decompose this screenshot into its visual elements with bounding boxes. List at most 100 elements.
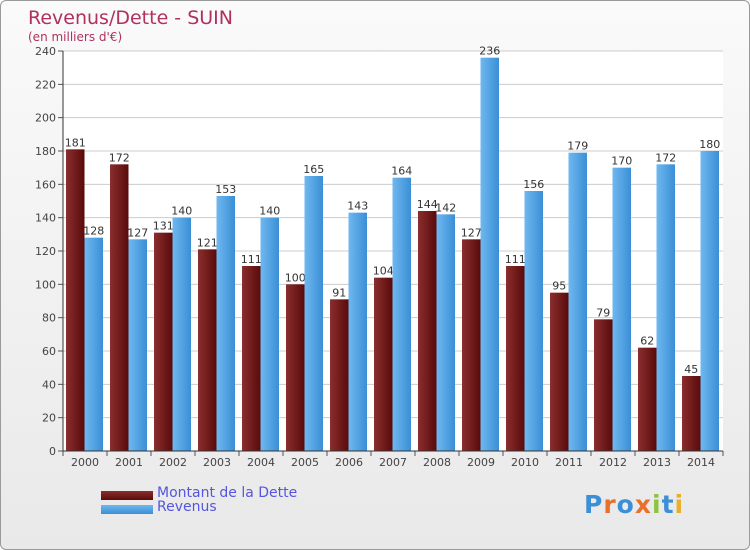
- bar-revenue-label: 127: [127, 226, 148, 239]
- x-tick-label: 2010: [511, 456, 539, 469]
- bar-debt: [638, 347, 657, 451]
- x-tick-label: 2004: [247, 456, 275, 469]
- bar-revenue-label: 179: [567, 140, 588, 153]
- bar-revenue: [656, 164, 675, 452]
- x-tick-label: 2000: [71, 456, 99, 469]
- bar-debt-label: 121: [197, 236, 218, 249]
- bar-debt-label: 95: [552, 280, 566, 293]
- bar-revenue: [392, 177, 411, 451]
- bar-debt-label: 91: [332, 286, 346, 299]
- bar-debt: [682, 376, 701, 451]
- bar-revenue: [700, 151, 719, 451]
- y-tick-label: 100: [35, 278, 56, 291]
- bar-debt-label: 45: [684, 363, 698, 376]
- chart-subtitle: (en milliers d'€): [28, 30, 123, 44]
- y-tick-label: 220: [35, 78, 56, 91]
- bar-revenue: [524, 191, 543, 451]
- x-tick-label: 2009: [467, 456, 495, 469]
- bar-debt: [154, 232, 173, 451]
- chart-title: Revenus/Dette - SUIN: [28, 7, 233, 29]
- y-tick-label: 240: [35, 45, 56, 58]
- bar-debt-label: 62: [640, 335, 654, 348]
- bar-revenue-label: 172: [655, 151, 676, 164]
- bar-debt-label: 172: [109, 151, 130, 164]
- bar-revenue-label: 142: [435, 201, 456, 214]
- y-tick-label: 180: [35, 145, 56, 158]
- x-tick-label: 2013: [643, 456, 671, 469]
- bar-debt-label: 144: [417, 198, 438, 211]
- bar-debt-label: 100: [285, 271, 306, 284]
- bar-revenue-label: 164: [391, 165, 412, 178]
- x-tick-label: 2001: [115, 456, 143, 469]
- bar-debt: [374, 277, 393, 451]
- bar-debt: [198, 249, 217, 451]
- bar-revenue: [480, 57, 499, 452]
- bar-revenue: [568, 152, 587, 451]
- bar-debt: [66, 149, 85, 452]
- legend-label-revenue: Revenus: [157, 499, 217, 515]
- bar-revenue: [172, 217, 191, 451]
- bar-debt-label: 131: [153, 220, 174, 233]
- bar-revenue: [612, 167, 631, 451]
- bar-revenue: [260, 217, 279, 451]
- x-tick-label: 2006: [335, 456, 363, 469]
- bar-debt: [506, 266, 525, 451]
- bar-debt: [462, 239, 481, 451]
- x-tick-label: 2005: [291, 456, 319, 469]
- bar-debt: [286, 284, 305, 451]
- bar-revenue-label: 180: [699, 138, 720, 151]
- bar-debt: [110, 164, 129, 452]
- y-tick-label: 120: [35, 245, 56, 258]
- bar-revenue-label: 170: [611, 155, 632, 168]
- y-tick-label: 200: [35, 112, 56, 125]
- proxiti-logo: Proxiti: [584, 490, 684, 519]
- x-tick-label: 2008: [423, 456, 451, 469]
- logo-letter: i: [674, 490, 685, 519]
- legend-label-debt: Montant de la Dette: [157, 485, 298, 501]
- y-tick-label: 60: [42, 345, 56, 358]
- legend-swatch-revenue: [101, 505, 153, 514]
- bar-debt-label: 104: [373, 265, 394, 278]
- axes: 0 20 40 60 80 100 120 140 160 180 200 220 240 2000 200…: [35, 45, 724, 469]
- y-tick-label: 80: [42, 312, 56, 325]
- bar-revenue: [304, 176, 323, 451]
- y-tick-label: 40: [42, 378, 56, 391]
- logo-letter: o: [616, 490, 635, 519]
- x-tick-label: 2011: [555, 456, 583, 469]
- x-tick-label: 2007: [379, 456, 407, 469]
- bar-revenue: [436, 214, 455, 451]
- x-tick-label: 2002: [159, 456, 187, 469]
- bar-debt-label: 181: [65, 136, 86, 149]
- bar-revenue-label: 156: [523, 178, 544, 191]
- logo-letter: i: [652, 490, 662, 519]
- bar-revenue: [128, 239, 147, 451]
- x-tick-label: 2003: [203, 456, 231, 469]
- bar-revenue-label: 140: [171, 205, 192, 218]
- bars: 181 128 172 127 131 140 121 153 111 140 100 165 91 14…: [65, 45, 720, 452]
- bar-revenue-label: 140: [259, 205, 280, 218]
- bar-debt-label: 111: [241, 253, 262, 266]
- bar-debt-label: 79: [596, 306, 610, 319]
- logo-letter: x: [634, 490, 652, 519]
- bar-debt: [418, 211, 437, 451]
- bar-revenue-label: 143: [347, 200, 368, 213]
- bar-debt: [242, 266, 261, 451]
- logo-letter: t: [661, 490, 675, 519]
- bar-revenue-label: 165: [303, 163, 324, 176]
- bar-revenue-label: 153: [215, 183, 236, 196]
- bar-revenue: [348, 212, 367, 451]
- bar-debt-label: 111: [505, 253, 526, 266]
- bar-debt: [550, 292, 569, 451]
- bar-revenue-label: 236: [479, 45, 500, 58]
- bar-revenue: [84, 237, 103, 451]
- y-tick-label: 20: [42, 412, 56, 425]
- bar-revenue: [216, 196, 235, 451]
- logo-letter: r: [603, 490, 617, 519]
- bar-debt: [330, 299, 349, 451]
- bar-debt: [594, 319, 613, 451]
- bar-debt-label: 127: [461, 226, 482, 239]
- x-tick-label: 2014: [687, 456, 715, 469]
- bar-revenue-label: 128: [83, 225, 104, 238]
